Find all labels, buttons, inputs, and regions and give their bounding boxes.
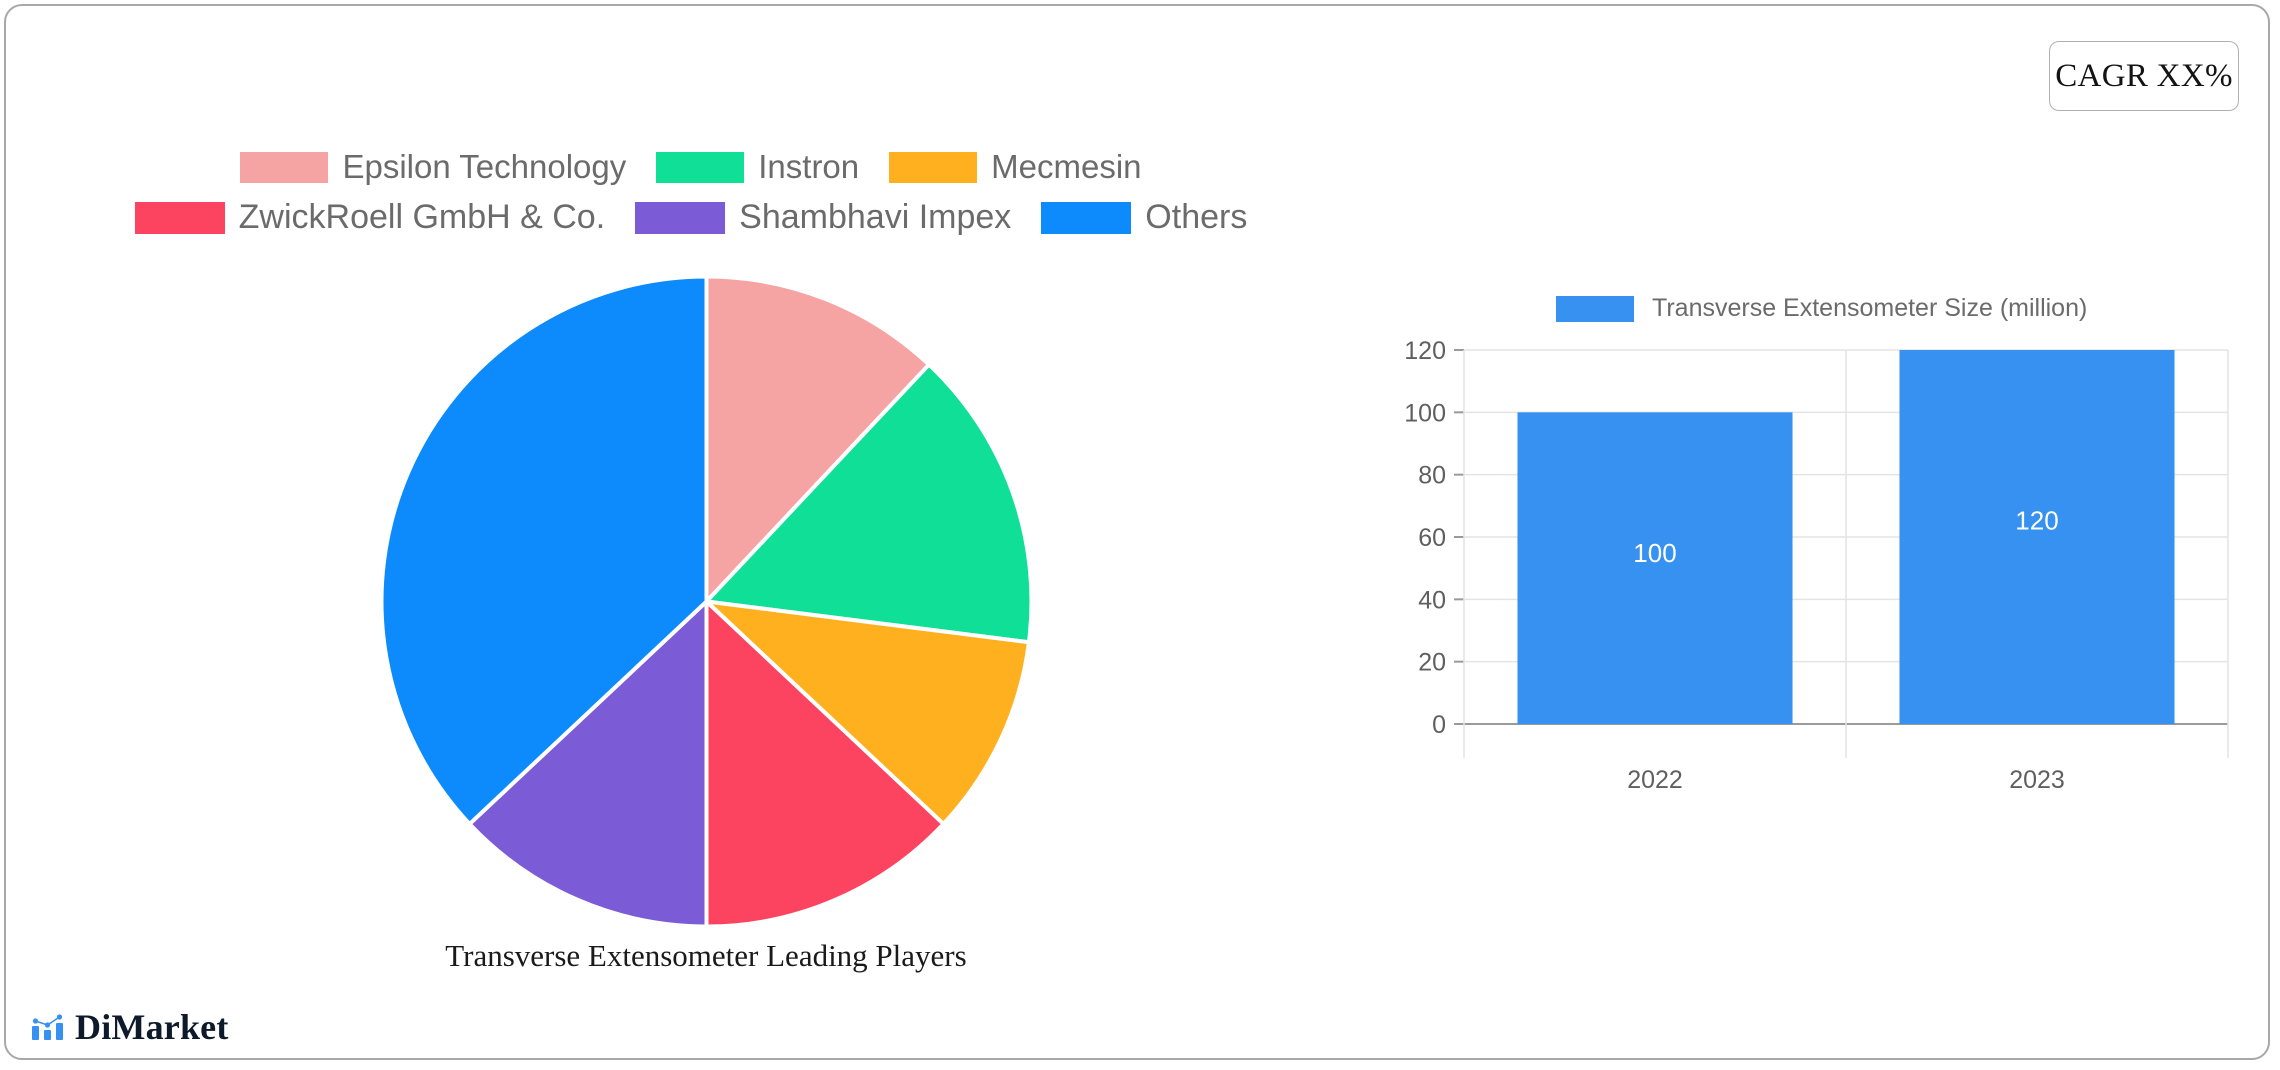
y-tick-label: 40 bbox=[1418, 586, 1446, 614]
cagr-badge: CAGR XX% bbox=[2049, 41, 2239, 111]
pie-chart-svg bbox=[379, 274, 1034, 929]
legend-swatch-icon-epsilon-technology bbox=[240, 151, 329, 183]
x-tick-label: 2023 bbox=[2009, 766, 2065, 794]
pie-slice[interactable] bbox=[467, 599, 709, 929]
pie-legend-label-mecmesin: Mecmesin bbox=[991, 148, 1142, 185]
bar-chart-svg: 0 20 40 60 80 100 120 100 120 2022 2023 bbox=[1404, 337, 2229, 794]
bar-chart-y-axis: 0 20 40 60 80 100 120 bbox=[1404, 337, 1465, 758]
pie-slice-group bbox=[379, 274, 1034, 929]
pie-legend-label-others: Others bbox=[1145, 198, 1248, 236]
pie-chart bbox=[379, 274, 1034, 929]
bar-chart-legend-label: Transverse Extensometer Size (million) bbox=[1652, 294, 2088, 322]
dimarket-logo-text: DiMarket bbox=[75, 1007, 229, 1047]
pie-legend-label-zwickroell-gmbh-co: ZwickRoell GmbH & Co. bbox=[238, 198, 606, 236]
bar-value-label: 100 bbox=[1633, 538, 1676, 568]
y-tick-label: 120 bbox=[1404, 337, 1446, 365]
bar-chart-legend[interactable]: Transverse Extensometer Size (million) bbox=[1556, 294, 2087, 323]
y-tick-label: 0 bbox=[1432, 711, 1446, 739]
legend-swatch-icon-mecmesin bbox=[889, 151, 978, 183]
bar[interactable] bbox=[1517, 412, 1793, 724]
pie-chart-title: Transverse Extensometer Leading Players bbox=[445, 938, 967, 973]
pie-legend-row-2: ZwickRoell GmbH & Co. Shambhavi Impex Ot… bbox=[126, 198, 1286, 237]
pie-slice[interactable] bbox=[704, 362, 1034, 645]
bar-chart-bars: 100 120 bbox=[1517, 350, 2175, 724]
pie-slice[interactable] bbox=[379, 274, 709, 826]
pie-legend-label-shambhavi-impex: Shambhavi Impex bbox=[739, 198, 1012, 236]
pie-legend-item-shambhavi-impex[interactable]: Shambhavi Impex bbox=[635, 198, 1041, 237]
y-tick-label: 20 bbox=[1418, 649, 1446, 677]
y-tick-label: 100 bbox=[1404, 399, 1446, 427]
pie-legend: Epsilon Technology Instron Mecmesin Zwic… bbox=[126, 148, 1286, 249]
legend-swatch-icon-others bbox=[1041, 201, 1132, 234]
legend-swatch-icon-instron bbox=[656, 151, 745, 183]
x-tick-label: 2022 bbox=[1627, 766, 1683, 794]
pie-legend-item-zwickroell-gmbh-co[interactable]: ZwickRoell GmbH & Co. bbox=[134, 198, 636, 237]
pie-legend-item-instron[interactable]: Instron bbox=[656, 148, 889, 186]
bar-chart-x-axis: 2022 2023 bbox=[1627, 350, 2229, 794]
y-tick-label: 80 bbox=[1418, 462, 1446, 490]
y-tick-label: 60 bbox=[1418, 524, 1446, 552]
bar-chart: Transverse Extensometer Size (million) 0… bbox=[1366, 286, 2236, 806]
pie-legend-item-mecmesin[interactable]: Mecmesin bbox=[889, 148, 1171, 186]
bar-value-label: 120 bbox=[2015, 506, 2058, 536]
pie-slice[interactable] bbox=[704, 599, 1031, 826]
pie-legend-label-instron: Instron bbox=[758, 148, 860, 185]
pie-legend-item-others[interactable]: Others bbox=[1041, 198, 1277, 237]
dimarket-logo: DiMarket bbox=[31, 1006, 229, 1048]
legend-swatch-icon-zwickroell-gmbh-co bbox=[134, 201, 225, 234]
pie-legend-item-epsilon-technology[interactable]: Epsilon Technology bbox=[240, 148, 656, 186]
pie-slice[interactable] bbox=[704, 599, 946, 929]
pie-slice[interactable] bbox=[704, 274, 931, 604]
bar-chart-icon bbox=[32, 1014, 63, 1040]
pie-legend-label-epsilon-technology: Epsilon Technology bbox=[342, 148, 627, 185]
legend-swatch-icon-transverse-extensometer-size bbox=[1556, 295, 1634, 322]
pie-legend-row-1: Epsilon Technology Instron Mecmesin bbox=[126, 148, 1286, 186]
infographic-frame: CAGR XX% Epsilon Technology Instron Mecm… bbox=[4, 4, 2270, 1060]
cagr-badge-label: CAGR XX% bbox=[2055, 57, 2233, 94]
legend-swatch-icon-shambhavi-impex bbox=[635, 201, 726, 234]
bar[interactable] bbox=[1899, 350, 2175, 724]
